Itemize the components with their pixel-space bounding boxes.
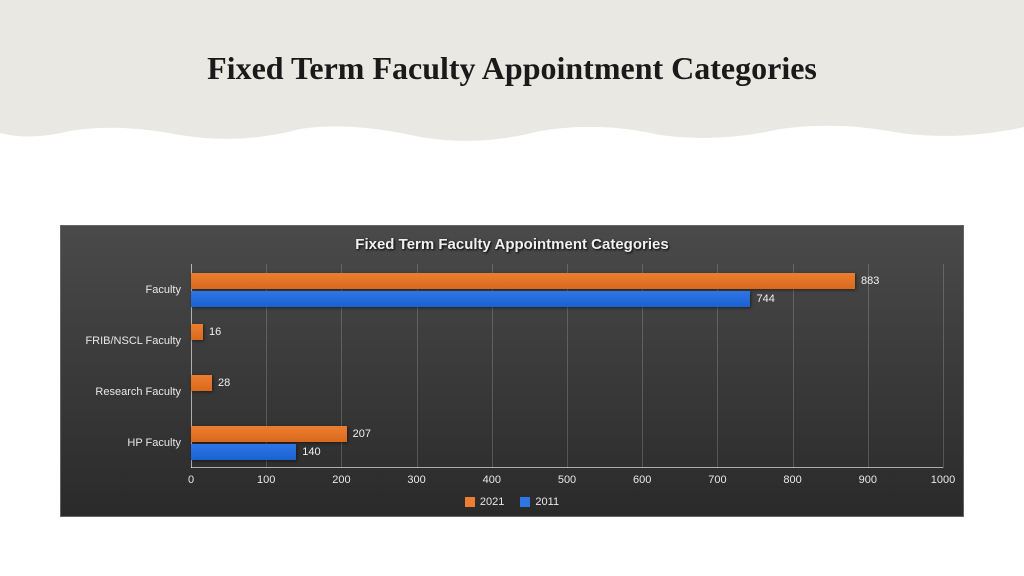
x-tick-label: 700 bbox=[708, 468, 726, 486]
grid-line bbox=[868, 264, 869, 468]
x-tick-label: 800 bbox=[783, 468, 801, 486]
bar-2021 bbox=[191, 324, 203, 340]
category-label: HP Faculty bbox=[71, 437, 191, 449]
bar-value-label: 883 bbox=[861, 273, 879, 289]
header-band: Fixed Term Faculty Appointment Categorie… bbox=[0, 0, 1024, 150]
chart-title: Fixed Term Faculty Appointment Categorie… bbox=[61, 226, 963, 259]
bar-2011 bbox=[191, 444, 296, 460]
x-tick-label: 200 bbox=[332, 468, 350, 486]
grid-line bbox=[793, 264, 794, 468]
category-label: Research Faculty bbox=[71, 386, 191, 398]
legend-swatch bbox=[465, 497, 475, 507]
page-title: Fixed Term Faculty Appointment Categorie… bbox=[0, 50, 1024, 87]
legend-label: 2011 bbox=[535, 496, 559, 508]
bar-value-label: 744 bbox=[756, 291, 774, 307]
legend-swatch bbox=[520, 497, 530, 507]
bar-value-label: 16 bbox=[209, 324, 221, 340]
bar-2021 bbox=[191, 426, 347, 442]
legend-item-2021: 2021 bbox=[465, 496, 504, 508]
x-tick-label: 0 bbox=[188, 468, 194, 486]
x-tick-label: 300 bbox=[407, 468, 425, 486]
legend-item-2011: 2011 bbox=[520, 496, 559, 508]
legend-label: 2021 bbox=[480, 496, 504, 508]
category-label: Faculty bbox=[71, 284, 191, 296]
x-tick-label: 600 bbox=[633, 468, 651, 486]
plot-area: 01002003004005006007008009001000Faculty8… bbox=[191, 264, 943, 468]
bar-2021 bbox=[191, 375, 212, 391]
x-tick-label: 1000 bbox=[931, 468, 955, 486]
bar-2021 bbox=[191, 273, 855, 289]
category-label: FRIB/NSCL Faculty bbox=[71, 335, 191, 347]
x-tick-label: 400 bbox=[483, 468, 501, 486]
grid-line bbox=[943, 264, 944, 468]
chart-legend: 2021 2011 bbox=[61, 496, 963, 510]
bar-value-label: 28 bbox=[218, 375, 230, 391]
chart-container: Fixed Term Faculty Appointment Categorie… bbox=[60, 225, 964, 517]
bar-value-label: 140 bbox=[302, 444, 320, 460]
x-tick-label: 100 bbox=[257, 468, 275, 486]
bar-value-label: 207 bbox=[353, 426, 371, 442]
bar-2011 bbox=[191, 291, 750, 307]
x-tick-label: 900 bbox=[859, 468, 877, 486]
x-tick-label: 500 bbox=[558, 468, 576, 486]
torn-edge bbox=[0, 121, 1024, 151]
